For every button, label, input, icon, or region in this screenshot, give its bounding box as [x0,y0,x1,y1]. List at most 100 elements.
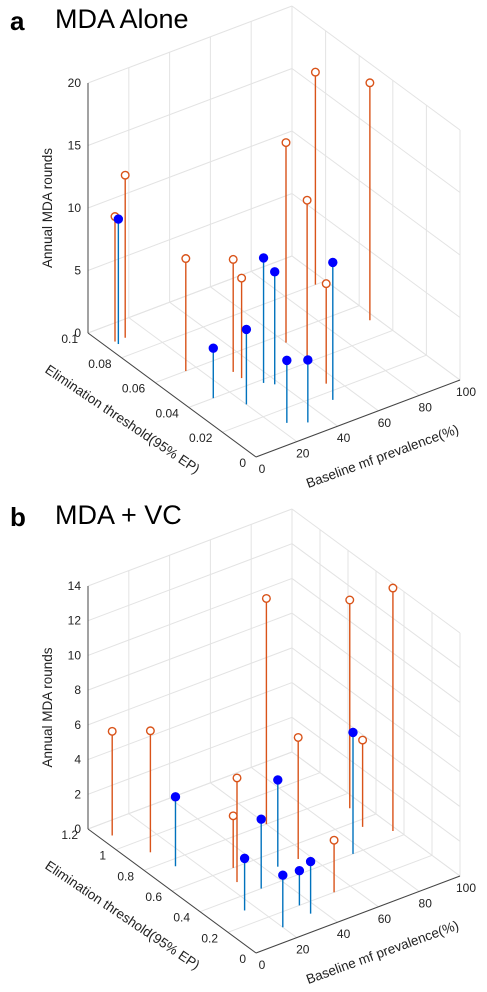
x-tick-label: 100 [456,881,476,895]
stem-marker-filled [282,355,292,366]
stem-marker-open [321,279,331,289]
stem-marker-open [293,732,303,742]
panel-b: b MDA + VC 0 20 40 60 80 100 0 0.2 0.4 0.6 0.8 1 1.2… [0,496,487,992]
stem-marker-open [365,78,375,88]
stem-marker-open [228,254,238,264]
z-axis-label: Annual MDA rounds [40,647,55,767]
y-tick-label: 0 [239,456,246,470]
stem-marker-filled [241,324,252,335]
series-orange [110,67,375,384]
grid-line [210,286,379,412]
grid-line [87,543,293,622]
grid-line [291,751,461,877]
grid-line [291,130,461,256]
series-blue [113,214,338,423]
y-tick-label: 0 [239,952,246,966]
grid-line [143,792,349,871]
grid-line [87,612,293,691]
axis-lines [87,83,461,458]
x-tick-label: 80 [419,896,433,910]
stem-marker-filled [208,343,218,353]
grid-line [121,280,326,359]
x-axis-label: Baseline mf prevalence(%) [304,918,461,987]
chart-title-a: MDA Alone [55,4,189,34]
axis-line [255,379,461,458]
grid-line [169,301,338,427]
grid-line [291,5,461,131]
grid-line [87,682,293,761]
stem-marker-filled [303,355,313,365]
y-tick-label: 1.2 [61,828,78,842]
grid-line [87,577,293,656]
y-tick-label: 0.1 [61,332,78,346]
grid-line [291,508,461,634]
stem-marker-open [345,595,355,605]
grid-line [291,68,461,193]
stem-marker-open [228,811,238,821]
grid-line [291,716,461,842]
stem-marker-open [281,138,291,148]
z-tick-label: 6 [74,718,81,732]
z-tick-label: 4 [74,753,81,767]
panel-a: a MDA Alone 0 20 40 60 80 100 0 0.02 0.04 0.06 0.0… [10,4,476,491]
y-tick-label: 0.06 [122,382,146,396]
stem-marker-open [181,254,191,264]
series-blue [170,727,358,928]
z-tick-label: 14 [68,579,82,593]
x-tick-label: 60 [378,912,392,926]
y-tick-label: 1 [99,849,106,863]
x-tick-label: 0 [259,462,266,476]
x-tick-label: 40 [337,431,351,445]
y-tick-label: 0.02 [189,431,213,445]
z-tick-label: 0 [74,326,81,340]
x-tick-label: 100 [456,385,476,399]
z-tick-label: 12 [68,614,82,628]
x-tick-label: 20 [296,943,310,957]
z-tick-label: 10 [68,648,82,662]
grid-line [250,270,420,396]
z-tick-label: 8 [74,683,81,697]
x-tick-label: 80 [419,400,433,414]
stem-marker-open [329,835,339,845]
stem-marker-open [232,773,242,783]
stem-marker-open [302,195,312,205]
stem-marker-filled [113,214,124,224]
grid-line [115,772,321,851]
z-tick-label: 0 [74,822,81,836]
series-orange [107,583,398,893]
stem-marker-filled [328,257,338,268]
z-axis-label: Annual MDA rounds [40,148,55,268]
x-axis-label: Baseline mf prevalence(%) [304,422,461,491]
stem-marker-open [107,726,117,736]
axis-line [87,828,257,954]
stem-marker-filled [170,792,181,802]
grid-line [87,751,293,830]
stem-marker-filled [239,853,250,864]
axis-lines [87,586,461,954]
stem-marker-open [358,735,368,745]
y-tick-label: 0.08 [88,357,112,371]
stem-marker-open [237,273,247,283]
stem-marker-filled [258,253,269,263]
x-tick-label: 20 [296,447,310,461]
stem3d-chart-a: 02040608010000.020.040.060.080.105101520… [40,5,476,491]
y-tick-label: 0.4 [173,911,190,925]
grid-line [87,647,293,726]
grid-line [87,193,293,271]
grid-line [87,508,293,587]
z-tick-label: 10 [68,201,82,215]
grid-line [291,578,461,703]
stem-marker-filled [273,775,283,785]
stem-marker-open [261,593,271,603]
grid-line [222,354,427,433]
grid-line [87,68,293,146]
grid-line [155,305,360,384]
grid-line [87,255,293,334]
axis-line [87,332,257,458]
stem-marker-filled [278,870,288,880]
y-tick-label: 0.04 [155,406,179,420]
x-tick-label: 0 [259,958,266,972]
grid-line [87,130,293,209]
